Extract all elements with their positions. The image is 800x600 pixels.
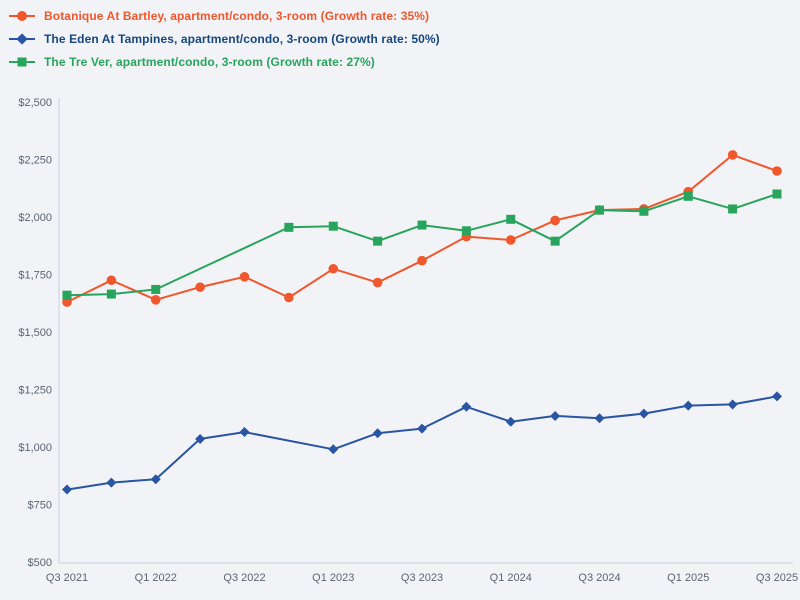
data-point-the-eden-at-tampines-q3-2023 — [417, 423, 427, 434]
y-axis-tick-label: $1,000 — [18, 442, 52, 454]
data-point-botanique-at-bartley-q3-2025 — [772, 166, 782, 176]
data-point-botanique-at-bartley-q1-2023 — [328, 263, 339, 274]
series-the-tre-ver — [62, 189, 782, 300]
data-point-the-tre-ver-q3-2023 — [417, 220, 427, 230]
x-axis-tick-label: Q3 2024 — [578, 572, 620, 584]
data-point-the-tre-ver-q4-2022 — [284, 222, 294, 232]
x-axis-tick-label: Q1 2022 — [135, 572, 177, 584]
data-point-the-eden-at-tampines-q2-2023 — [372, 428, 383, 439]
data-point-botanique-at-bartley-q3-2023 — [417, 255, 427, 266]
data-point-the-tre-ver-q1-2025 — [683, 191, 693, 201]
data-point-the-tre-ver-q3-2024 — [595, 205, 604, 215]
data-point-the-tre-ver-q1-2024 — [506, 214, 516, 224]
y-axis-tick-label: $750 — [28, 500, 52, 512]
legend-item-the-eden-at-tampines[interactable]: The Eden At Tampines, apartment/condo, 3… — [9, 31, 440, 46]
legend-item-botanique-at-bartley[interactable]: Botanique At Bartley, apartment/condo, 3… — [9, 8, 440, 23]
x-axis-tick-label: Q1 2024 — [490, 572, 532, 584]
y-axis-tick-label: $1,250 — [18, 385, 52, 397]
y-axis-tick-label: $1,500 — [18, 327, 52, 339]
legend-label-the-eden-at-tampines: The Eden At Tampines, apartment/condo, 3… — [44, 31, 440, 46]
data-point-the-tre-ver-q1-2023 — [328, 221, 338, 231]
data-point-the-eden-at-tampines-q4-2021 — [106, 477, 117, 488]
data-point-the-eden-at-tampines-q3-2021 — [62, 484, 72, 495]
data-point-the-tre-ver-q2-2023 — [373, 236, 383, 246]
data-point-botanique-at-bartley-q1-2024 — [505, 235, 516, 245]
data-point-the-eden-at-tampines-q1-2024 — [505, 416, 516, 427]
data-point-botanique-at-bartley-q2-2022 — [195, 282, 205, 292]
data-point-the-eden-at-tampines-q2-2022 — [195, 433, 206, 444]
diamond-marker-icon — [9, 32, 35, 46]
data-point-the-eden-at-tampines-q2-2025 — [727, 399, 738, 410]
data-point-botanique-at-bartley-q3-2022 — [239, 272, 250, 282]
y-axis-tick-label: $500 — [28, 557, 52, 569]
x-axis-tick-label: Q1 2023 — [312, 572, 354, 584]
x-axis-tick-label: Q1 2025 — [667, 572, 709, 584]
data-point-the-eden-at-tampines-q2-2024 — [550, 410, 561, 421]
data-point-botanique-at-bartley-q1-2022 — [150, 295, 161, 305]
legend-item-the-tre-ver[interactable]: The Tre Ver, apartment/condo, 3-room (Gr… — [9, 54, 440, 69]
square-marker-icon — [9, 55, 35, 69]
circle-marker-icon — [9, 9, 35, 23]
chart-legend: Botanique At Bartley, apartment/condo, 3… — [9, 8, 440, 69]
x-axis-tick-label: Q3 2022 — [223, 572, 265, 584]
y-axis-tick-label: $2,500 — [18, 97, 52, 109]
axis-lines — [58, 98, 793, 564]
data-point-the-tre-ver-q3-2025 — [772, 189, 782, 199]
legend-label-the-tre-ver: The Tre Ver, apartment/condo, 3-room (Gr… — [44, 54, 375, 69]
data-point-the-tre-ver-q4-2021 — [106, 289, 116, 299]
data-point-the-eden-at-tampines-q4-2023 — [461, 401, 472, 412]
data-point-the-tre-ver-q3-2021 — [62, 290, 72, 300]
series-the-eden-at-tampines — [62, 391, 782, 495]
data-point-the-eden-at-tampines-q3-2022 — [239, 427, 250, 438]
data-point-the-tre-ver-q2-2025 — [728, 204, 738, 214]
data-point-the-eden-at-tampines-q1-2023 — [328, 444, 339, 455]
data-point-the-eden-at-tampines-q1-2025 — [683, 400, 694, 411]
data-point-botanique-at-bartley-q4-2022 — [284, 292, 294, 303]
data-point-the-tre-ver-q4-2023 — [461, 226, 471, 236]
legend-label-botanique-at-bartley: Botanique At Bartley, apartment/condo, 3… — [44, 8, 430, 23]
data-point-botanique-at-bartley-q4-2021 — [106, 275, 117, 286]
y-axis-tick-label: $2,250 — [18, 155, 52, 167]
x-axis-tick-label: Q3 2025 — [756, 572, 798, 584]
data-point-botanique-at-bartley-q2-2023 — [372, 277, 383, 288]
data-point-the-tre-ver-q2-2024 — [550, 236, 560, 246]
series-line-the-tre-ver — [66, 193, 778, 297]
series-line-the-eden-at-tampines — [66, 395, 778, 491]
data-point-the-eden-at-tampines-q3-2025 — [772, 391, 782, 402]
data-point-the-tre-ver-q4-2024 — [639, 206, 649, 216]
x-axis-tick-label: Q3 2021 — [46, 572, 88, 584]
y-axis-tick-label: $2,000 — [18, 212, 52, 224]
data-point-the-eden-at-tampines-q1-2022 — [150, 474, 161, 485]
x-axis-tick-label: Q3 2023 — [401, 572, 443, 584]
y-axis-tick-label: $1,750 — [18, 270, 52, 282]
data-point-botanique-at-bartley-q2-2024 — [550, 215, 560, 226]
data-point-the-eden-at-tampines-q4-2024 — [638, 408, 649, 419]
data-point-the-tre-ver-q1-2022 — [151, 284, 161, 294]
data-point-the-eden-at-tampines-q3-2024 — [594, 413, 605, 424]
data-point-botanique-at-bartley-q2-2025 — [727, 150, 738, 160]
